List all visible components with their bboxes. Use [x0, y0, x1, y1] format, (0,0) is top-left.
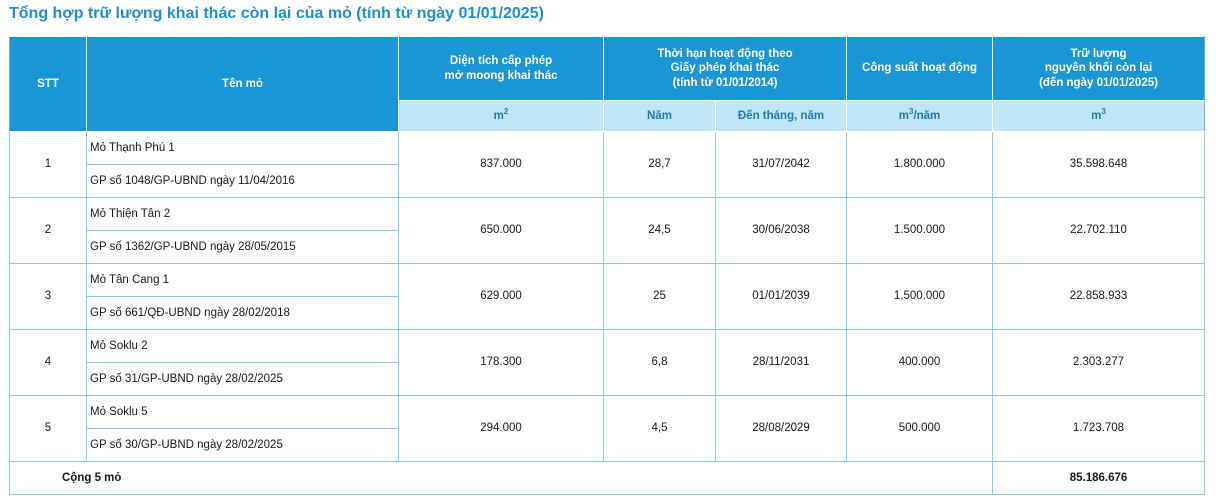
row-capacity: 1.500.000	[846, 197, 994, 264]
header-row: STT Tên mỏ Diện tích cấp phép mở moong k…	[9, 36, 1206, 132]
row-permit: GP số 661/QĐ-UBND ngày 28/02/2018	[86, 296, 399, 330]
row-permit: GP số 1362/GP-UBND ngày 28/05/2015	[86, 230, 399, 264]
row-stt: 5	[9, 395, 87, 462]
total-label: Cộng 5 mỏ	[8, 461, 994, 495]
header-cong-suat: Công suất hoạt động	[846, 36, 994, 101]
unit-nam: Năm	[603, 100, 716, 132]
header-tru-luong-line1: Trữ lượng	[1070, 47, 1127, 60]
unit-tru-luong-base: m	[1091, 109, 1102, 122]
row-reserve: 22.858.933	[992, 263, 1206, 330]
row-until: 28/08/2029	[714, 395, 848, 462]
header-tru-luong-line3: (đến ngày 01/01/2025)	[1039, 76, 1158, 89]
unit-cong-suat-sup: 3	[908, 106, 914, 116]
total-row: Cộng 5 mỏ 85.186.676	[8, 461, 1206, 495]
total-value: 85.186.676	[992, 461, 1206, 495]
unit-tru-luong: m3	[992, 100, 1206, 132]
row-mine-name: Mỏ Thạnh Phú 1	[86, 131, 399, 165]
header-dien-tich: Diện tích cấp phép mở moong khai thác	[398, 36, 604, 101]
row-permit: GP số 1048/GP-UBND ngày 11/04/2016	[86, 164, 399, 198]
header-ten-mo: Tên mỏ	[86, 36, 399, 132]
unit-dien-tich-sup: 2	[503, 106, 509, 116]
unit-cong-suat-tail: /năm	[913, 109, 941, 122]
header-dien-tich-line2: mở moong khai thác	[444, 69, 558, 82]
table-row: 2 Mỏ Thiện Tân 2 650.000 24,5 30/06/2038…	[9, 197, 1206, 264]
row-area: 629.000	[398, 263, 604, 330]
row-reserve: 1.723.708	[992, 395, 1206, 462]
row-mine-name: Mỏ Soklu 2	[86, 329, 399, 363]
row-capacity: 500.000	[846, 395, 994, 462]
row-until: 30/06/2038	[714, 197, 848, 264]
row-area: 837.000	[398, 131, 604, 198]
row-until: 28/11/2031	[714, 329, 848, 396]
header-dien-tich-line1: Diện tích cấp phép	[449, 55, 553, 68]
row-permit: GP số 30/GP-UBND ngày 28/02/2025	[86, 428, 399, 462]
row-area: 178.300	[398, 329, 604, 396]
table-row: 1 Mỏ Thạnh Phú 1 837.000 28,7 31/07/2042…	[9, 131, 1206, 198]
row-mine-name: Mỏ Thiện Tân 2	[86, 197, 399, 231]
row-stt: 2	[9, 197, 87, 264]
unit-cong-suat: m3/năm	[846, 100, 994, 132]
page-title: Tổng hợp trữ lượng khai thác còn lại của…	[9, 5, 544, 22]
table-row: 5 Mỏ Soklu 5 294.000 4,5 28/08/2029 500.…	[9, 395, 1206, 462]
table-row-permit: GP số 1048/GP-UBND ngày 11/04/2016	[10, 164, 1205, 198]
row-mine-name: Mỏ Soklu 5	[86, 395, 399, 429]
row-stt: 1	[9, 131, 87, 198]
table-row-permit: GP số 661/QĐ-UBND ngày 28/02/2018	[10, 296, 1205, 330]
row-years: 24,5	[603, 197, 716, 264]
row-capacity: 1.800.000	[846, 131, 994, 198]
header-thoi-han-line2: Giấy phép khai thác	[670, 62, 780, 75]
unit-den-thang: Đến tháng, năm	[714, 100, 848, 132]
row-until: 31/07/2042	[714, 131, 848, 198]
row-years: 4,5	[603, 395, 716, 462]
unit-dien-tich-base: m	[493, 109, 504, 122]
row-capacity: 400.000	[846, 329, 994, 396]
row-reserve: 35.598.648	[992, 131, 1206, 198]
row-area: 294.000	[398, 395, 604, 462]
header-thoi-han-line3: (tính từ 01/01/2014)	[672, 76, 778, 89]
row-years: 28,7	[603, 131, 716, 198]
header-tru-luong: Trữ lượng nguyên khối còn lại (đến ngày …	[992, 36, 1206, 101]
reserves-table: STT Tên mỏ Diện tích cấp phép mở moong k…	[8, 36, 1206, 495]
header-thoi-han-line1: Thời hạn hoạt động theo	[657, 47, 793, 60]
row-until: 01/01/2039	[714, 263, 848, 330]
row-years: 25	[603, 263, 716, 330]
row-reserve: 22.702.110	[992, 197, 1206, 264]
header-thoi-han: Thời hạn hoạt động theo Giấy phép khai t…	[602, 36, 848, 101]
table-row-permit: GP số 31/GP-UBND ngày 28/02/2025	[10, 362, 1205, 396]
row-stt: 3	[9, 263, 87, 330]
header-tru-luong-line2: nguyên khối còn lại	[1044, 62, 1153, 75]
header-stt: STT	[9, 36, 87, 132]
row-capacity: 1.500.000	[846, 263, 994, 330]
unit-tru-luong-sup: 3	[1101, 106, 1106, 116]
row-area: 650.000	[398, 197, 604, 264]
unit-cong-suat-base: m	[898, 109, 909, 122]
row-reserve: 2.303.277	[992, 329, 1206, 396]
table-row-permit: GP số 30/GP-UBND ngày 28/02/2025	[10, 428, 1205, 462]
row-years: 6,8	[603, 329, 716, 396]
row-mine-name: Mỏ Tân Cang 1	[86, 263, 399, 297]
unit-dien-tich: m2	[398, 100, 604, 132]
table-row: 3 Mỏ Tân Cang 1 629.000 25 01/01/2039 1.…	[9, 263, 1206, 330]
row-stt: 4	[9, 329, 87, 396]
table-row: 4 Mỏ Soklu 2 178.300 6,8 28/11/2031 400.…	[9, 329, 1206, 396]
unit-row: m2 Năm Đến tháng, năm m3/năm m3	[10, 100, 1206, 132]
row-permit: GP số 31/GP-UBND ngày 28/02/2025	[86, 362, 399, 396]
